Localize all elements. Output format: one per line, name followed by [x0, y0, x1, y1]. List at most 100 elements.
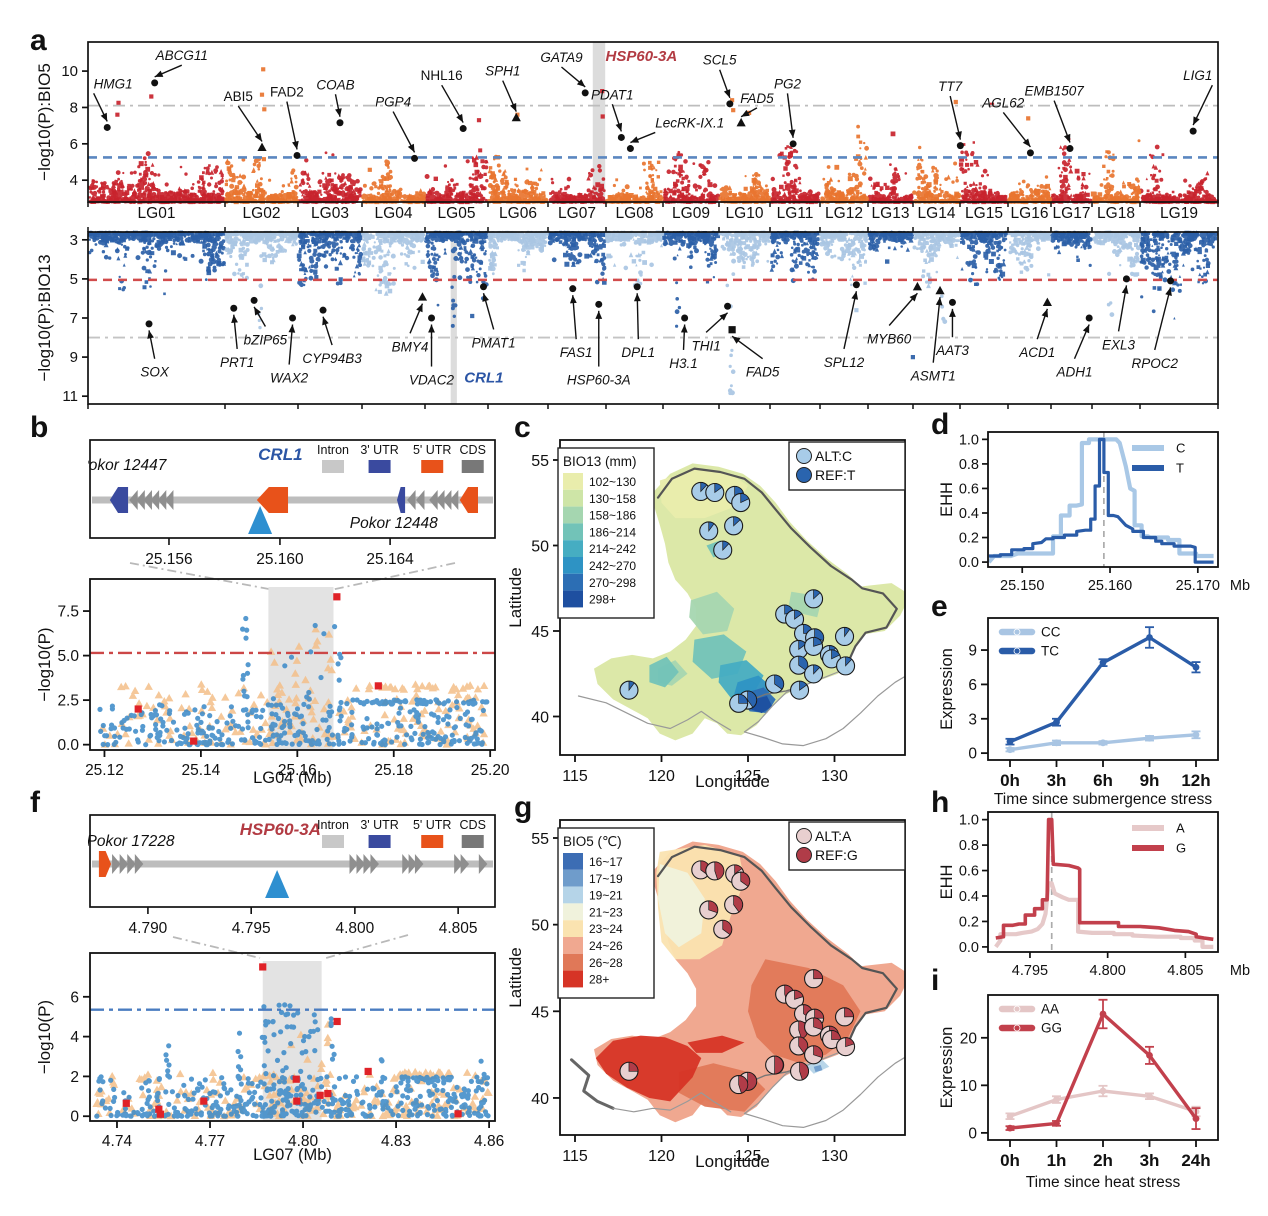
flank-gene-right: Pokor 12448: [350, 515, 438, 532]
data-point: [1006, 746, 1014, 754]
lat-tick-label: 55: [531, 453, 549, 470]
snp-triangle-marker: [248, 506, 273, 534]
map-border-line: [656, 845, 898, 1044]
gene-box-frame: [89, 814, 496, 908]
lat-tick-label: 45: [531, 624, 549, 641]
scale-tick-label: 4.795: [232, 920, 271, 937]
arrowhead: [288, 324, 296, 333]
ehh-curve-T: [988, 437, 1214, 564]
plot-frame: [89, 578, 496, 751]
gene-label-ADH1: ADH1: [1055, 365, 1092, 380]
arrowhead: [1041, 308, 1049, 318]
legend-label: TC: [1041, 644, 1059, 659]
lat-tick-label: 40: [531, 710, 549, 727]
y-axis-label: Expression: [940, 1027, 956, 1109]
climate-legend-label: 19~21: [589, 889, 623, 903]
plot-frame: [87, 231, 1219, 405]
chart-b-local-svg: 0.0 2.5 5.0 7.5 25.12 25.14 25.16 25.18 25.20 −lo…: [35, 578, 510, 787]
chrom-label: LG19: [1160, 205, 1198, 222]
legend-swatch: [368, 460, 391, 473]
y-tick-label: 1.0: [959, 813, 979, 829]
exon-chevron: [134, 854, 144, 874]
arrowhead: [428, 324, 435, 333]
y-tick-label: 0.0: [959, 940, 979, 956]
y-axis-label: Latitude: [506, 947, 525, 1008]
gene-marker: [569, 285, 577, 293]
gene-marker: [956, 142, 964, 150]
map-border-line: [743, 675, 905, 747]
chart-g-map-svg: 55 50 45 40 115 120 125 130 Latitude Longitude BIO…: [506, 819, 906, 1171]
climate-legend-swatch: [563, 970, 583, 988]
gene-label-ACD1: ACD1: [1018, 345, 1055, 360]
x-axis-label: Time since heat stress: [1026, 1174, 1181, 1191]
climate-legend-swatch: [563, 869, 583, 887]
gene-marker: [1167, 277, 1175, 285]
plot-frame: [987, 811, 1219, 953]
map-border-line: [612, 1092, 732, 1113]
allele-pie-ref-wedge: [740, 871, 751, 887]
y-tick-label: 20: [960, 1030, 978, 1047]
exon-chevron: [414, 854, 424, 874]
top-snp-square: [324, 1089, 332, 1098]
gene-marker: [617, 133, 625, 141]
zoom-connector: [172, 936, 261, 959]
highlight-gene-label: CRL1: [464, 370, 503, 387]
gene-label-LecRK-IX.1: LecRK-IX.1: [655, 115, 724, 130]
exon-chevron: [429, 490, 438, 510]
allele-legend-swatch: [796, 847, 812, 863]
zoom-connector: [325, 934, 409, 959]
gene-title: CRL1: [258, 445, 302, 464]
local-assoc-crl1: 0.0 2.5 5.0 7.5 25.12 25.14 25.16 25.18 25.20 −lo…: [35, 575, 514, 793]
climate-legend-label: 102~130: [589, 475, 636, 489]
arrowhead: [335, 108, 342, 117]
allele-pie-ref-wedge: [734, 864, 743, 875]
chart-f-track-svg: HSP60-3A Pokor 17228 Intron 3' UTR 5' UTR CDS…: [87, 814, 496, 959]
exon-chevron: [129, 490, 138, 510]
gene-marker: [935, 285, 945, 295]
legend-label: GG: [1041, 1021, 1062, 1036]
lat-tick-label: 50: [531, 918, 549, 935]
y-tick-label: 2: [70, 1069, 79, 1086]
top-snp-square: [364, 1067, 372, 1076]
gene-label-H3.1: H3.1: [669, 356, 698, 371]
gene-marker: [581, 89, 589, 97]
chart-h-ehh-svg: 0.0 0.2 0.4 0.6 0.8 1.0 4.795 4.800 4.805 Mb EHH AG: [938, 811, 1250, 979]
map-climate-patch: [813, 1065, 823, 1072]
arrowhead: [788, 129, 796, 138]
top-snp-square: [374, 682, 382, 690]
gene-label-SOX: SOX: [140, 365, 170, 380]
climate-legend-label: 23~24: [589, 922, 623, 936]
gene-marker: [633, 283, 641, 291]
x-axis-label: LG04 (Mb): [253, 769, 332, 787]
gene-label-EXL3: EXL3: [1102, 337, 1136, 352]
arrowhead: [680, 324, 688, 333]
annotation-arrow: [932, 297, 941, 363]
gene-marker: [230, 304, 238, 312]
legend-swatch: [421, 460, 444, 473]
chrom-label: LG03: [311, 205, 349, 222]
gene-label-TT7: TT7: [938, 79, 962, 94]
map-border-line: [577, 695, 732, 731]
y-tick-label: 0.8: [959, 457, 979, 473]
x-tick-label: 4.80: [288, 1133, 319, 1150]
x-axis-unit: Mb: [1230, 963, 1250, 977]
ehh-hsp60-3a: 0.0 0.2 0.4 0.6 0.8 1.0 4.795 4.800 4.805 Mb EHH A G: [938, 805, 1268, 979]
climate-legend-swatch: [563, 920, 583, 937]
allele-pie-ref-wedge: [740, 493, 750, 504]
x-axis-label: Longitude: [695, 772, 770, 791]
x-tick-label: 25.16: [278, 762, 317, 779]
exon-chevron: [442, 490, 452, 510]
chart-a-top-svg: 4 6 8 10 −log10(P):BIO5 LG01 LG02 LG03 LG04 LG05 L…: [35, 41, 1219, 222]
arrowhead: [1022, 138, 1031, 147]
y-tick-label: 0.6: [959, 481, 979, 497]
x-tick-label: 25.20: [471, 762, 510, 779]
scale-tick-label: 25.156: [145, 551, 192, 568]
data-point: [1099, 739, 1107, 747]
ehh-curve-C: [987, 437, 1214, 564]
y-tick-label: 6: [70, 989, 79, 1006]
data-point: [1146, 1051, 1153, 1059]
chrom-label: LG13: [872, 205, 910, 222]
map-border-line: [570, 1058, 615, 1110]
exon-chevron: [127, 854, 136, 874]
